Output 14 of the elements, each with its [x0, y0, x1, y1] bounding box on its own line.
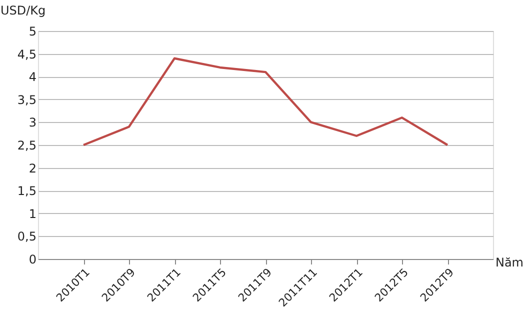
x-axis-title: Năm — [495, 256, 524, 270]
line-series — [82, 57, 449, 146]
y-tick-label: 0 — [28, 252, 36, 266]
y-tick-label: 2,5 — [17, 138, 36, 152]
y-tick-label: 1 — [28, 206, 36, 221]
y-tick-label: 3,5 — [17, 92, 36, 107]
y-tick-label: 3 — [28, 116, 36, 130]
y-tick-label: 4,5 — [17, 47, 36, 62]
y-tick-label: 2 — [28, 161, 36, 176]
y-axis-title: USD/Kg — [0, 4, 46, 18]
y-tick-label: 1,5 — [17, 184, 36, 198]
y-tick-label: 5 — [28, 24, 36, 38]
y-tick-label: 0,5 — [17, 230, 36, 244]
y-tick-label: 4 — [28, 70, 36, 84]
